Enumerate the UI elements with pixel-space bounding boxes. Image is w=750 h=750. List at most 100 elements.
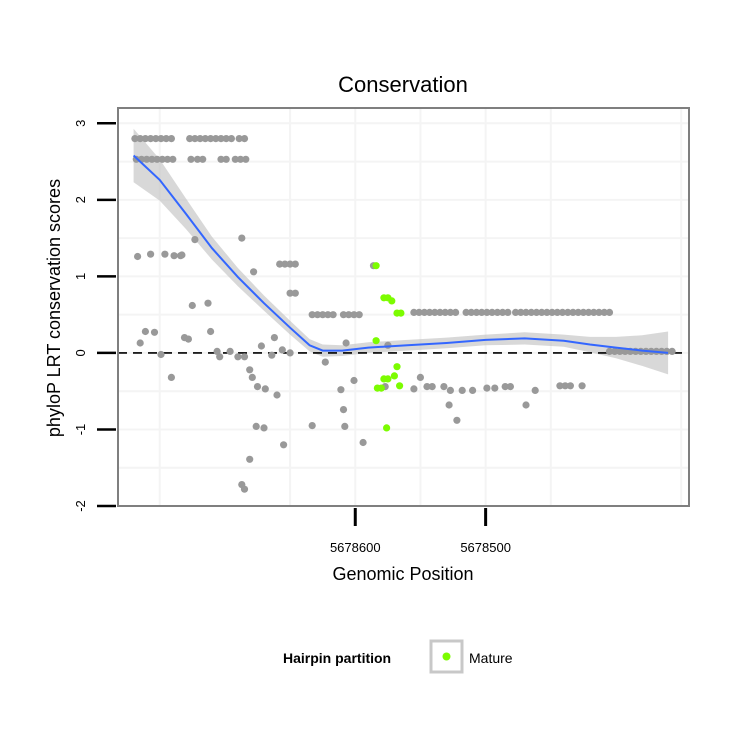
point-other	[226, 347, 234, 355]
point-other	[270, 334, 278, 342]
point-other	[478, 308, 486, 316]
point-other	[148, 155, 156, 163]
point-other	[611, 347, 619, 355]
point-other	[359, 438, 367, 447]
point-other	[501, 383, 509, 391]
point-other	[668, 347, 676, 355]
y-tick-label: 2	[73, 196, 88, 203]
point-other	[286, 289, 294, 297]
point-other	[161, 250, 169, 258]
point-mature	[397, 309, 405, 317]
point-other	[453, 416, 461, 424]
point-other	[527, 308, 535, 316]
point-other	[561, 382, 569, 390]
point-other	[235, 135, 243, 143]
point-other	[134, 252, 142, 261]
point-other	[268, 351, 276, 359]
point-other	[446, 308, 454, 316]
point-other	[157, 135, 165, 143]
point-other	[187, 155, 195, 163]
point-other	[452, 308, 460, 316]
chart-title: Conservation	[338, 72, 468, 97]
point-other	[169, 155, 177, 163]
point-other	[150, 328, 159, 336]
confidence-band-layer	[133, 128, 669, 375]
point-other	[167, 135, 175, 143]
confidence-band	[133, 128, 669, 375]
point-other	[236, 155, 245, 163]
point-other	[600, 308, 608, 316]
point-other	[522, 308, 530, 316]
point-other	[605, 308, 614, 316]
point-other	[553, 308, 561, 316]
point-other	[253, 383, 262, 391]
point-other	[240, 135, 249, 143]
point-mature	[388, 297, 396, 305]
point-other	[579, 308, 588, 316]
legend: Hairpin partition Mature	[283, 639, 513, 674]
point-other	[238, 234, 246, 242]
point-other	[446, 386, 454, 394]
point-other	[308, 311, 316, 319]
point-other	[184, 335, 192, 343]
point-other	[261, 385, 269, 393]
point-other	[531, 386, 539, 394]
point-other	[543, 308, 551, 316]
point-other	[217, 155, 225, 163]
point-other	[410, 308, 418, 316]
point-other	[483, 308, 491, 316]
point-other	[445, 401, 453, 409]
point-other	[222, 155, 230, 163]
point-other	[441, 308, 449, 316]
point-other	[556, 382, 564, 390]
point-other	[493, 308, 501, 316]
point-other	[423, 383, 431, 391]
point-other	[506, 383, 514, 391]
legend-label-mature: Mature	[469, 650, 513, 666]
point-other	[188, 301, 196, 310]
point-other	[469, 386, 477, 394]
point-other	[136, 135, 144, 143]
point-other	[234, 353, 242, 361]
point-other	[242, 155, 250, 163]
point-other	[291, 289, 299, 297]
point-other	[136, 339, 144, 347]
point-other	[329, 311, 337, 319]
point-other	[339, 406, 348, 414]
point-other	[260, 424, 268, 432]
point-other	[196, 135, 204, 143]
point-other	[616, 347, 624, 355]
y-tick-label: 3	[73, 120, 88, 127]
point-mature	[383, 424, 391, 432]
legend-title: Hairpin partition	[283, 650, 391, 666]
point-other	[216, 353, 224, 361]
point-other	[204, 299, 212, 307]
point-mature	[384, 375, 392, 383]
point-other	[199, 155, 207, 163]
point-mature	[372, 262, 380, 270]
point-other	[308, 422, 316, 430]
y-axis: -2 -1 0 1 2 3	[73, 120, 116, 512]
point-other	[207, 135, 215, 143]
point-other	[319, 311, 327, 319]
point-other	[141, 327, 149, 336]
point-other	[491, 384, 499, 392]
point-other	[291, 260, 299, 268]
point-other	[162, 135, 170, 143]
point-other	[278, 346, 286, 354]
x-tick-label: 5678600	[330, 540, 381, 555]
point-other	[431, 308, 439, 316]
point-other	[178, 251, 186, 259]
point-other	[141, 135, 149, 143]
point-other	[191, 135, 199, 143]
x-axis-title: Genomic Position	[332, 564, 473, 584]
point-other	[522, 401, 530, 409]
point-other	[532, 308, 541, 316]
point-other	[504, 308, 512, 316]
panel-border	[117, 107, 690, 507]
point-other	[157, 350, 165, 359]
point-other	[585, 308, 593, 316]
y-tick-label: 1	[73, 273, 88, 280]
point-other	[574, 308, 582, 316]
